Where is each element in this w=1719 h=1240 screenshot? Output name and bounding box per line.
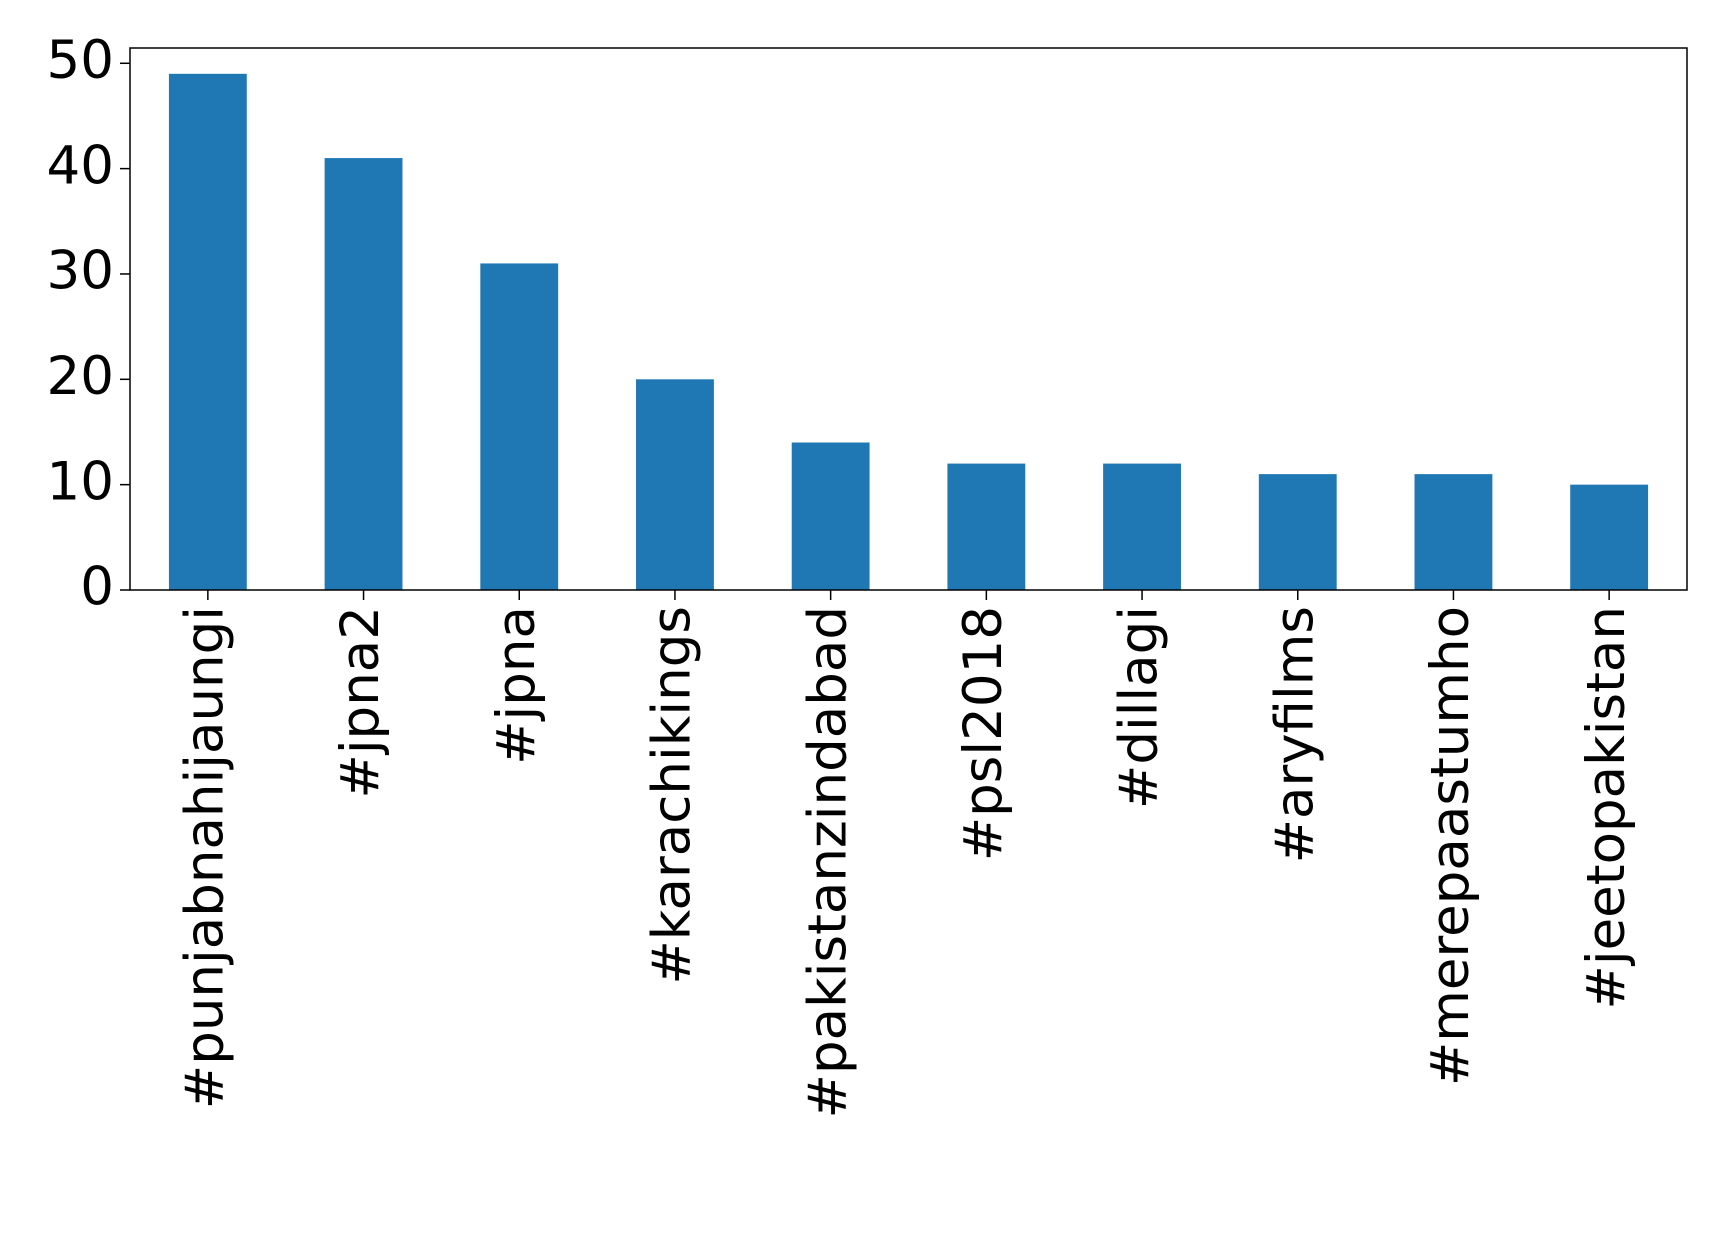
y-tick-label: 30 (47, 241, 114, 302)
bar (324, 158, 403, 591)
x-tick-label: #pakistanzindabad (797, 606, 858, 1118)
y-tick-label: 10 (47, 451, 114, 512)
bar (1414, 474, 1493, 590)
bar (1570, 484, 1649, 590)
bar (791, 442, 870, 590)
x-tick-label: #karachikings (642, 606, 703, 985)
x-tick-label: #punjabnahijaungi (174, 606, 235, 1109)
y-tick-label: 0 (80, 557, 114, 618)
bar (1103, 463, 1181, 590)
bar (636, 379, 714, 590)
bar (480, 263, 559, 590)
x-tick-label: #aryfilms (1264, 606, 1325, 863)
y-tick-label: 20 (47, 346, 114, 407)
y-tick-label: 40 (47, 135, 114, 196)
bar (168, 73, 247, 591)
bar (947, 463, 1026, 590)
x-tick-label: #psl2018 (953, 606, 1014, 861)
x-tick-label: #jpna (486, 606, 547, 765)
x-tick-label: #dillagi (1109, 606, 1170, 809)
y-tick-label: 50 (47, 30, 114, 91)
plot-frame (129, 47, 1688, 591)
bar (1258, 474, 1337, 590)
x-tick-label: #jpna2 (330, 606, 391, 799)
x-tick-label: #jeetopakistan (1576, 606, 1637, 1010)
x-tick-label: #merepaastumho (1420, 606, 1481, 1086)
